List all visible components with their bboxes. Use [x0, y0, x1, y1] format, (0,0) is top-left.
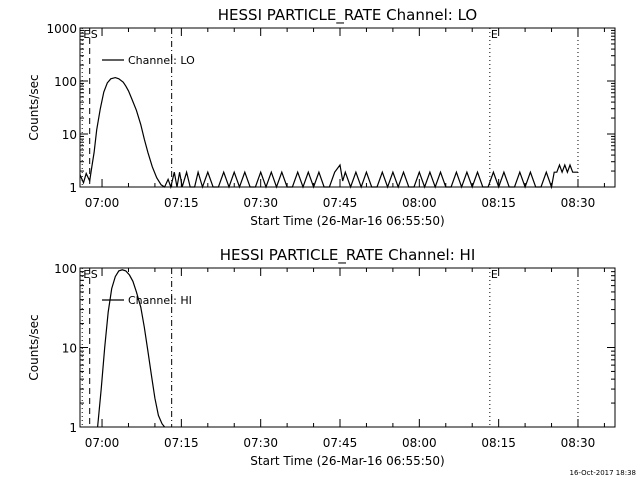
plot-frame [79, 27, 616, 188]
legend-label: Channel: LO [128, 54, 195, 67]
event-marker-label: E [491, 28, 498, 41]
x-tick-label: 08:30 [561, 196, 596, 210]
series-line [97, 269, 166, 428]
x-tick-label: 08:30 [561, 436, 596, 450]
y-tick-label: 100 [54, 75, 77, 89]
chart-title: HESSI PARTICLE_RATE Channel: HI [220, 246, 476, 265]
x-axis-label: Start Time (26-Mar-16 06:55:50) [250, 454, 444, 468]
y-tick-label: 10 [62, 342, 77, 356]
series-line [79, 76, 578, 190]
legend-label: Channel: HI [128, 294, 192, 307]
x-axis-label: Start Time (26-Mar-16 06:55:50) [250, 214, 444, 228]
y-tick-label: 1000 [46, 22, 77, 36]
y-tick-label: 1 [69, 181, 77, 195]
y-axis-label: Counts/sec [27, 314, 41, 380]
x-tick-label: 07:45 [323, 436, 358, 450]
x-tick-label: 07:15 [164, 196, 199, 210]
x-tick-label: 08:15 [481, 196, 516, 210]
x-tick-label: 07:00 [85, 196, 120, 210]
plot-frame [79, 267, 616, 428]
y-axis-label: Counts/sec [27, 74, 41, 140]
x-tick-label: 07:45 [323, 196, 358, 210]
event-marker-label: S [91, 268, 98, 281]
chart-title: HESSI PARTICLE_RATE Channel: LO [218, 6, 477, 25]
y-tick-label: 100 [54, 262, 77, 276]
event-marker-label: E [83, 268, 90, 281]
x-tick-label: 08:15 [481, 436, 516, 450]
event-marker-label: E [83, 28, 90, 41]
y-tick-label: 10 [62, 128, 77, 142]
y-tick-label: 1 [69, 421, 77, 435]
timestamp-label: 16-Oct-2017 18:38 [570, 469, 636, 477]
event-marker-label: S [91, 28, 98, 41]
x-tick-label: 07:15 [164, 436, 199, 450]
x-tick-label: 08:00 [402, 436, 437, 450]
x-tick-label: 08:00 [402, 196, 437, 210]
x-tick-label: 07:30 [243, 436, 278, 450]
x-tick-label: 07:30 [243, 196, 278, 210]
x-tick-label: 07:00 [85, 436, 120, 450]
event-marker-label: E [491, 268, 498, 281]
